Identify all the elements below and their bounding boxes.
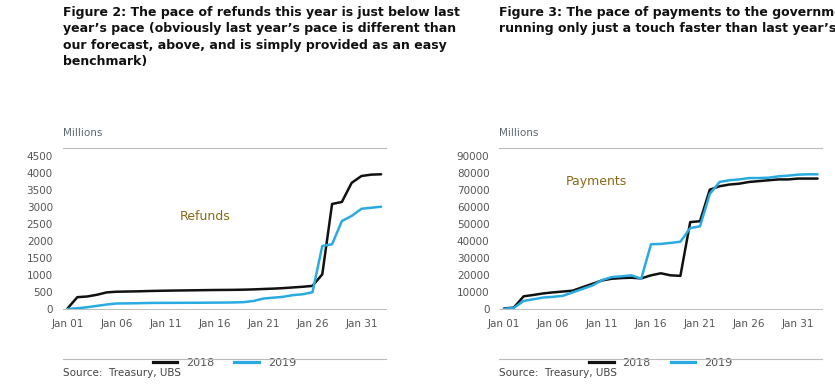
Text: Figure 2: The pace of refunds this year is just below last
year’s pace (obviousl: Figure 2: The pace of refunds this year …	[63, 6, 459, 68]
Legend: 2018, 2019: 2018, 2019	[584, 353, 736, 372]
Text: Source:  Treasury, UBS: Source: Treasury, UBS	[499, 368, 617, 378]
Text: Refunds: Refunds	[180, 210, 230, 223]
Text: Millions: Millions	[63, 128, 102, 138]
Text: Figure 3: The pace of payments to the government is
running only just a touch fa: Figure 3: The pace of payments to the go…	[499, 6, 835, 35]
Legend: 2018, 2019: 2018, 2019	[149, 353, 301, 372]
Text: Payments: Payments	[565, 175, 627, 188]
Text: Millions: Millions	[499, 128, 539, 138]
Text: Source:  Treasury, UBS: Source: Treasury, UBS	[63, 368, 180, 378]
